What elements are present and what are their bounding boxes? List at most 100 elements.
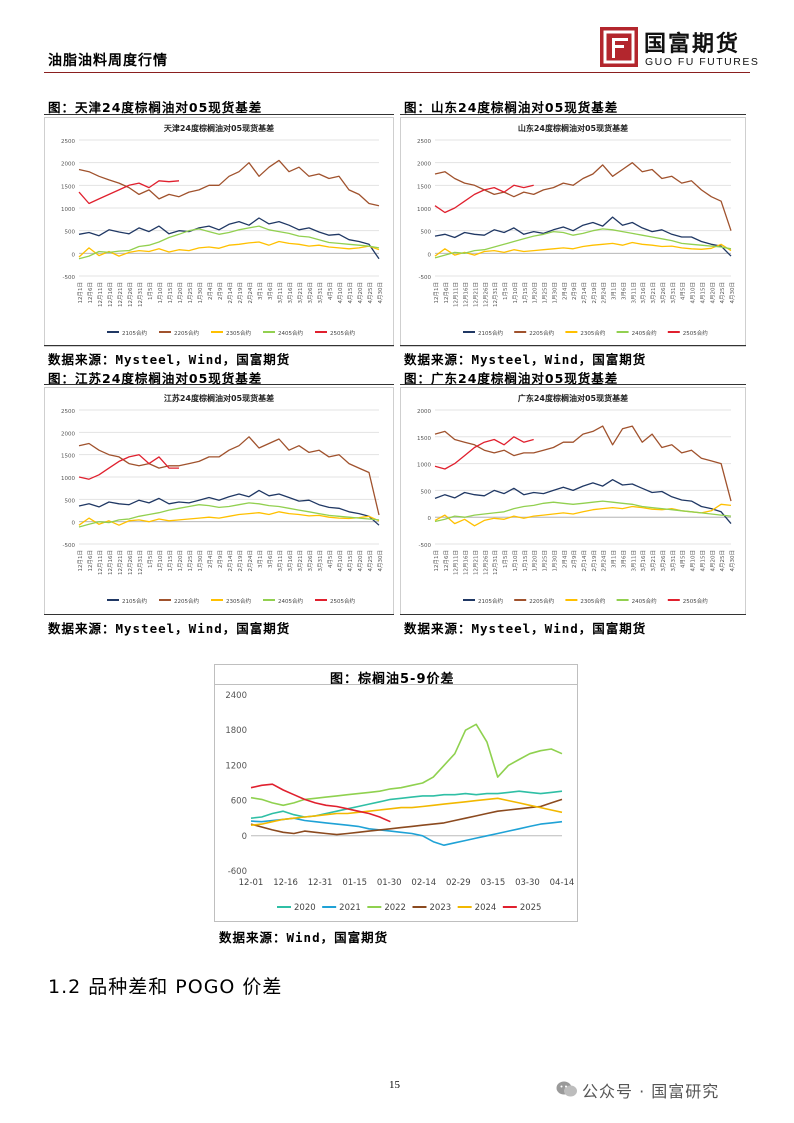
chart-svg: 江苏24度棕榈油对05现货基差 -500 0 500 1000 1500 2000 2500 1… [61,393,384,605]
legend-label: 2405合约 [632,329,657,337]
y-tick-label: 2500 [61,139,75,145]
y-tick-label: 500 [421,489,432,495]
x-tick-label: 1月25日 [187,550,194,572]
x-tick-label: 12月1日 [77,550,84,572]
x-tick-label: 12月6日 [87,550,94,572]
x-tick-label: 12月16日 [463,550,470,575]
x-tick-label: 4月10日 [337,282,344,304]
y-tick-label: 1000 [61,207,75,213]
x-tick-label: 4月15日 [347,550,354,572]
x-tick-label: 1月5日 [147,550,154,568]
legend-label: 2205合约 [529,597,554,605]
y-tick-label: 2000 [417,162,431,168]
chart-title: 天津24度棕榈油对05现货基差 [164,123,274,133]
x-tick-label: 3月11日 [277,550,284,572]
series-line-2505合约 [434,436,534,470]
x-tick-label: 1月20日 [177,282,184,304]
series-line-2305合约 [434,241,732,257]
x-tick-label: 1月10日 [512,550,519,572]
x-tick-label: 2月24日 [601,550,608,572]
legend-label: 2305合约 [580,597,605,605]
y-tick-label: -500 [63,275,76,281]
source-note: 数据来源：Mysteel，Wind，国富期货 [404,352,647,367]
legend-label: 2105合约 [122,329,147,337]
series-line-2105合约 [78,217,380,260]
x-tick-label: 4月15日 [699,282,706,304]
x-tick-label: 12月1日 [433,282,440,304]
section-heading: 1.2 品种差和 POGO 价差 [48,976,283,998]
x-tick-label: 2月24日 [247,550,254,572]
x-tick-label: 3月21日 [297,282,304,304]
x-tick-label: 2月19日 [237,550,244,572]
legend-label: 2024 [475,903,497,913]
x-tick-label: 4月25日 [719,550,726,572]
x-tick-label: 2月14日 [227,550,234,572]
series-line-2023 [250,798,563,836]
series-line-2305合约 [78,240,380,258]
chart-guangdong-basis: 广东24度棕榈油对05现货基差 -500 0 500 1000 1500 2000 12月1日… [400,387,746,615]
chart-tianjin-basis: 天津24度棕榈油对05现货基差 -500 0 500 1000 1500 2000 2500 1… [44,117,394,347]
figure-caption-guangdong: 图：广东24度棕榈油对05现货基差 [404,371,619,386]
legend-label: 2505合约 [330,597,355,605]
series-line-2021 [250,817,563,846]
x-tick-label: 1月15日 [522,282,529,304]
x-tick-label: 3月31日 [670,550,677,572]
series-line-2405合约 [78,225,380,260]
x-tick-label: 4月5日 [327,550,334,568]
x-tick-label: 12月31日 [492,282,499,307]
x-tick-label: 12-16 [273,878,298,888]
x-tick-label: 12月21日 [472,550,479,575]
x-tick-label: 4月30日 [377,550,384,572]
legend-label: 2105合约 [478,329,503,337]
series-line-2105合约 [434,216,732,257]
x-tick-label: 12月21日 [117,282,124,307]
series-line-2505合约 [78,180,180,205]
y-tick-label: 0 [242,832,247,842]
x-tick-label: 1月10日 [157,282,164,304]
source-note: 数据来源：Mysteel，Wind，国富期货 [404,621,647,636]
x-tick-label: 1月20日 [532,550,539,572]
x-tick-label: 12月1日 [77,282,84,304]
x-tick-label: 1月5日 [502,282,509,300]
logo-english-name: GUO FU FUTURES [645,56,760,68]
y-tick-label: 2000 [61,162,75,168]
x-tick-label: 2月14日 [581,282,588,304]
x-tick-label: 12月16日 [107,550,114,575]
chart-palm-5-9-spread: -600 0 600 1200 1800 2400 12-01 12-16 12-31 01-15… [215,685,576,919]
caption-underline [400,614,746,615]
x-tick-label: 1月5日 [147,282,154,300]
caption-underline [44,614,394,615]
x-tick-label: 2月14日 [581,550,588,572]
x-tick-label: 3月26日 [660,550,667,572]
x-tick-label: 3月21日 [297,550,304,572]
x-tick-label: 2月24日 [601,282,608,304]
x-tick-label: 12月16日 [107,282,114,307]
x-tick-label: 3月31日 [317,550,324,572]
x-tick-label: 1月15日 [167,282,174,304]
x-tick-label: 12月11日 [453,550,460,575]
x-tick-label: 3月11日 [630,550,637,572]
x-tick-label: 4月20日 [357,282,364,304]
x-tick-label: 2月19日 [237,282,244,304]
x-tick-label: 2月19日 [591,282,598,304]
x-tick-label: 3月1日 [257,550,264,568]
logo-mark-icon [603,30,635,64]
x-tick-label: 12月26日 [127,282,134,307]
x-tick-label: 2月4日 [561,282,568,300]
chart-title: 江苏24度棕榈油对05现货基差 [164,393,274,403]
y-tick-label: 1800 [225,726,247,736]
series-line-2022 [250,723,563,807]
x-tick-label: 4月5日 [327,282,334,300]
x-tick-label: 03-15 [481,878,506,888]
x-tick-label: 12月1日 [433,550,440,572]
x-tick-label: 3月26日 [307,550,314,572]
x-tick-label: 12月11日 [97,282,104,307]
x-tick-label: 3月1日 [611,550,618,568]
x-tick-label: 12月6日 [443,282,450,304]
x-tick-label: 3月21日 [650,282,657,304]
chart-svg: 广东24度棕榈油对05现货基差 -500 0 500 1000 1500 2000 12月1日… [417,393,736,605]
x-tick-label: 04-14 [550,878,575,888]
y-tick-label: 1000 [417,207,431,213]
series-line-2105合约 [78,489,380,526]
legend-label: 2025 [520,903,542,913]
